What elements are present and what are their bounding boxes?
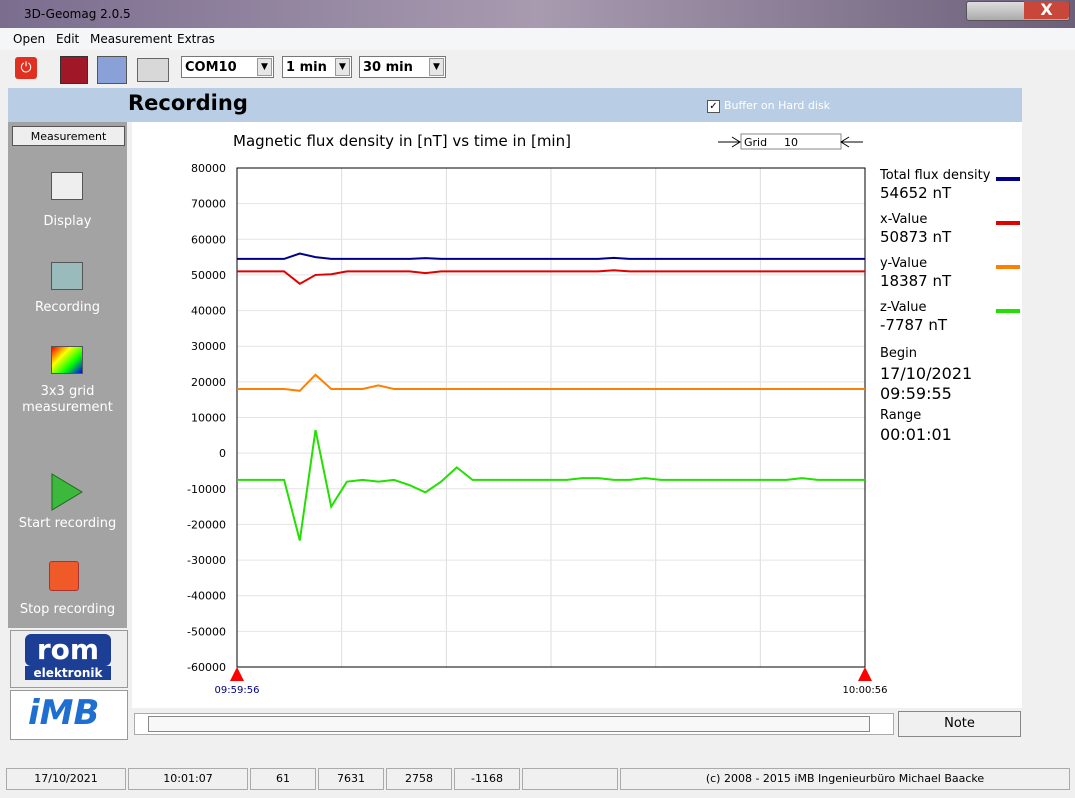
checkbox-label: Buffer on Hard disk — [724, 99, 831, 112]
x-tick-label: 09:59:56 — [215, 685, 260, 696]
range-marker — [230, 667, 244, 681]
interval-value: 1 min — [286, 60, 327, 75]
sidebar-heading: Measurement — [12, 126, 125, 146]
scroll-track[interactable] — [148, 716, 870, 732]
legend-name: y-Value — [880, 256, 927, 271]
data-line — [237, 252, 865, 260]
y-tick-label: -10000 — [187, 483, 226, 496]
grid-arrow — [718, 136, 863, 148]
logo-text: rom — [25, 634, 111, 666]
y-tick-label: 40000 — [191, 305, 226, 318]
legend-readout: 18387 nT — [880, 272, 952, 290]
sidebar-item[interactable]: 3x3 grid measurement — [22, 384, 113, 415]
book-icon[interactable] — [60, 56, 88, 84]
y-tick-label: -40000 — [187, 590, 226, 603]
data-line — [237, 269, 865, 286]
grid-label: Grid — [744, 136, 767, 149]
start-icon[interactable] — [50, 472, 84, 512]
sidebar-item[interactable]: Start recording — [18, 516, 117, 531]
recording-icon[interactable] — [51, 262, 83, 290]
y-tick-label: -30000 — [187, 554, 226, 567]
menu-item[interactable]: Open — [13, 32, 46, 46]
save-icon[interactable] — [97, 56, 127, 84]
legend-name: z-Value — [880, 300, 926, 315]
header-band — [8, 88, 1022, 122]
chart-title: Magnetic flux density in [nT] vs time in… — [233, 132, 571, 150]
legend-readout: 50873 nT — [880, 228, 952, 246]
display-icon[interactable] — [51, 172, 83, 200]
imb-logo — [10, 690, 128, 740]
y-tick-label: -50000 — [187, 625, 226, 638]
stop-icon[interactable] — [49, 561, 79, 591]
range-marker — [858, 667, 872, 681]
data-line — [237, 373, 865, 392]
y-tick-label: -60000 — [187, 661, 226, 674]
port-combo[interactable]: COM10 ▼ — [181, 56, 274, 78]
legend-name: Total flux density — [879, 168, 991, 183]
status-cell: 2758 — [386, 768, 452, 790]
plot-frame — [236, 167, 866, 668]
info-text: 00:01:01 — [880, 425, 952, 444]
status-cell: 10:01:07 — [128, 768, 248, 790]
chart: Magnetic flux density in [nT] vs time in… — [132, 122, 1022, 708]
port-value: COM10 — [185, 60, 237, 75]
status-cell: -1168 — [454, 768, 520, 790]
y-tick-label: 10000 — [191, 412, 226, 425]
menu-item[interactable]: Measurement — [90, 32, 173, 46]
legend-readout: -7787 nT — [880, 316, 948, 334]
close-button[interactable]: X — [1024, 1, 1069, 19]
duration-value: 30 min — [363, 60, 413, 75]
status-cell: 61 — [250, 768, 316, 790]
sidebar-item[interactable]: Stop recording — [19, 602, 116, 617]
duration-combo[interactable]: 30 min ▼ — [359, 56, 446, 78]
page-title: Recording — [128, 91, 248, 115]
grid-icon[interactable] — [51, 346, 83, 374]
grid-value: 10 — [784, 136, 798, 149]
info-text: 09:59:55 — [880, 384, 952, 403]
title-bar — [0, 0, 1075, 28]
data-line — [237, 429, 865, 541]
print-icon[interactable] — [137, 58, 169, 82]
status-cell — [522, 768, 618, 790]
y-tick-label: 60000 — [191, 233, 226, 246]
info-text: Range — [880, 408, 921, 423]
sidebar-item[interactable]: Recording — [34, 300, 101, 315]
y-tick-label: 0 — [219, 447, 226, 460]
y-tick-label: -20000 — [187, 518, 226, 531]
note-button[interactable]: Note — [898, 711, 1021, 737]
checkbox[interactable]: ✓ — [707, 100, 720, 113]
logo-text: elektronik — [25, 666, 111, 680]
menu-bar — [0, 28, 1075, 50]
sidebar — [8, 122, 127, 628]
y-tick-label: 20000 — [191, 376, 226, 389]
y-tick-label: 70000 — [191, 198, 226, 211]
x-tick-label: 10:00:56 — [843, 685, 888, 696]
menu-item[interactable]: Edit — [56, 32, 80, 46]
sidebar-item[interactable]: Display — [43, 214, 92, 229]
y-tick-label: 50000 — [191, 269, 226, 282]
info-text: 17/10/2021 — [880, 364, 972, 383]
window-title: 3D-Geomag 2.0.5 — [24, 7, 131, 21]
legend-readout: 54652 nT — [880, 184, 952, 202]
status-cell: (c) 2008 - 2015 iMB Ingenieurbüro Michae… — [620, 768, 1070, 790]
note-label: Note — [944, 716, 975, 731]
y-tick-label: 80000 — [191, 162, 226, 175]
status-cell: 17/10/2021 — [6, 768, 126, 790]
legend-name: x-Value — [880, 212, 927, 227]
interval-combo[interactable]: 1 min ▼ — [282, 56, 352, 78]
logo-text: iMB — [28, 693, 100, 733]
menu-item[interactable]: Extras — [177, 32, 215, 46]
info-text: Begin — [880, 346, 917, 361]
power-button[interactable]: ⏻ — [15, 57, 37, 79]
status-cell: 7631 — [318, 768, 384, 790]
y-tick-label: 30000 — [191, 340, 226, 353]
